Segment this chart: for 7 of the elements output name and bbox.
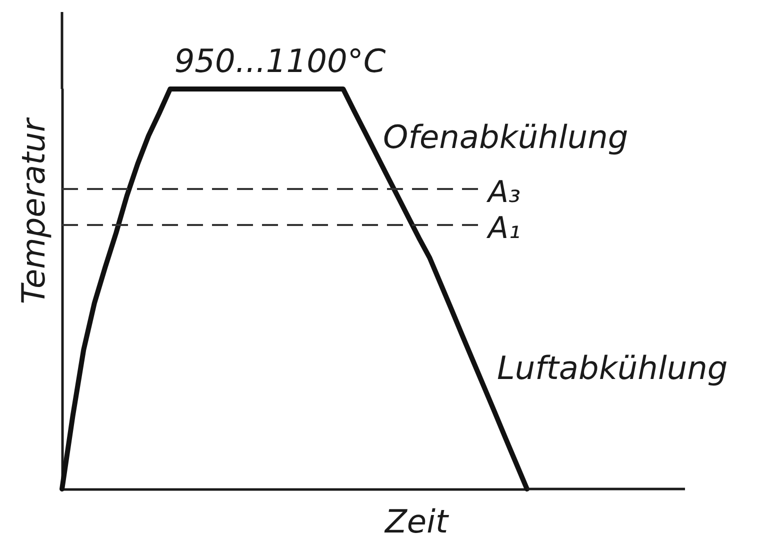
x-axis-title: Zeit [384,502,450,537]
annotation: Luftabkühlung [497,349,728,387]
y-axis-title: Temperatur [14,117,52,304]
ref-line-label: A₁ [486,211,521,246]
text: 950...1100°C [174,42,386,80]
annotation: Ofenabkühlung [383,118,628,156]
ref-line-label: A₃ [486,175,521,210]
